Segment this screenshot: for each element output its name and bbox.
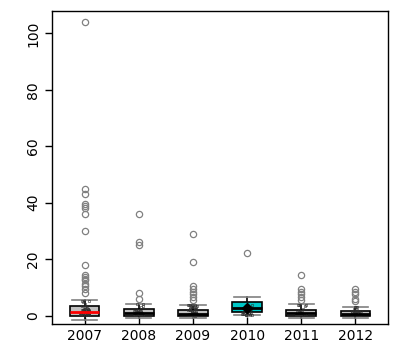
Bar [286, 310, 316, 316]
Bar [70, 306, 100, 316]
Bar [178, 310, 208, 316]
Bar [340, 311, 370, 316]
Bar [124, 309, 154, 316]
Bar [232, 302, 262, 312]
